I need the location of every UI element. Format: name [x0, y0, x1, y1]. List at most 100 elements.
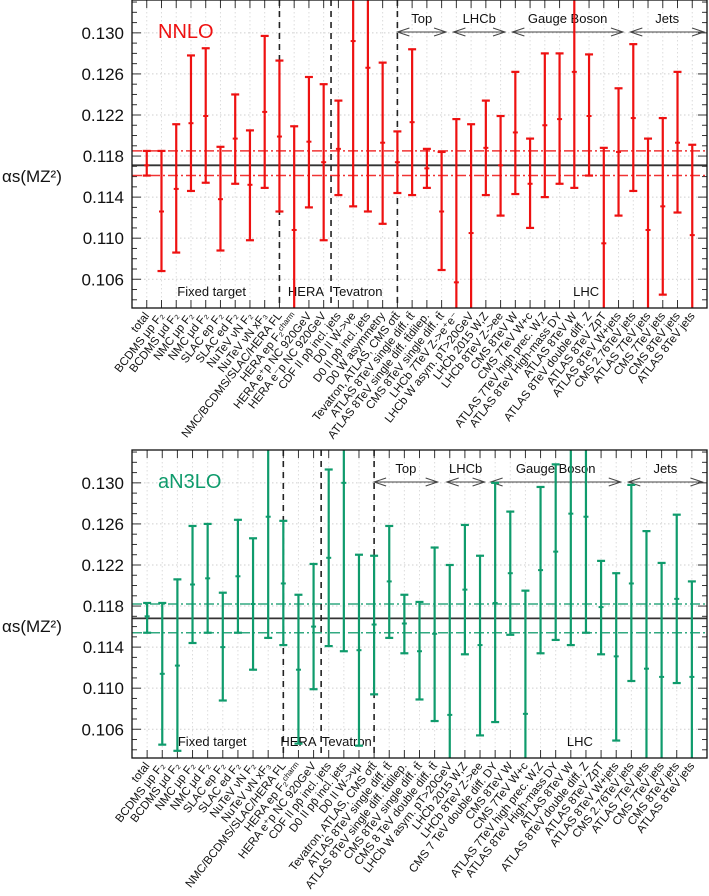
- y-tick-label: 0.130: [81, 24, 124, 43]
- error-bar: [218, 591, 227, 702]
- range-arrow-heads: [489, 477, 623, 487]
- error-bar: [657, 561, 666, 758]
- nnlo-panel: 0.106 0.110 0.114 0.118 0.122 0.126 0.130 Top LH…: [2, 0, 708, 441]
- error-bar: [294, 593, 303, 745]
- sector-label: LHC: [567, 734, 593, 749]
- error-bar: [687, 580, 696, 758]
- error-bar: [521, 589, 530, 758]
- error-bar: [188, 524, 197, 645]
- range-label: Gauge Boson: [528, 11, 608, 26]
- y-tick-label: 0.126: [81, 515, 124, 534]
- error-bar: [491, 481, 500, 724]
- error-bar: [540, 52, 549, 199]
- error-bar: [339, 450, 348, 653]
- error-bar: [385, 524, 394, 639]
- sector-label: Tevatron: [322, 734, 372, 749]
- error-bar: [476, 554, 485, 737]
- panel-title: aN3LO: [158, 471, 221, 493]
- y-tick-label: 0.122: [81, 106, 124, 125]
- y-tick-label: 0.114: [83, 188, 124, 207]
- plot-frame: [131, 449, 708, 759]
- error-bar: [566, 450, 575, 647]
- error-bar: [612, 572, 621, 742]
- error-bar: [642, 530, 651, 758]
- range-label: Top: [411, 11, 432, 26]
- error-bar: [511, 70, 520, 196]
- error-bar: [354, 553, 363, 747]
- error-bar: [422, 147, 431, 189]
- plot-frame: [131, 0, 708, 309]
- error-bar: [673, 70, 682, 214]
- y-tick-label: 0.114: [83, 638, 124, 657]
- error-bar: [319, 83, 328, 242]
- error-bar: [481, 99, 490, 197]
- error-bar: [233, 518, 242, 634]
- error-bar: [614, 87, 623, 217]
- range-arrow-heads: [628, 27, 706, 37]
- error-bar: [370, 554, 379, 696]
- an3lo-panel: 0.106 0.110 0.114 0.118 0.122 0.126 0.130 Top LH…: [2, 449, 708, 891]
- error-bar: [378, 61, 387, 225]
- range-arrow-heads: [445, 477, 487, 487]
- error-bar: [143, 601, 152, 634]
- error-bar: [408, 48, 417, 197]
- error-bar: [249, 537, 258, 671]
- y-tick-label: 0.118: [83, 147, 124, 166]
- error-bar: [627, 483, 636, 683]
- error-bar: [334, 99, 343, 197]
- error-bar: [231, 93, 240, 185]
- y-tick-label: 0.130: [81, 474, 124, 493]
- error-bar: [629, 43, 638, 193]
- y-tick-label: 0.110: [83, 679, 124, 698]
- error-bar: [555, 52, 564, 185]
- error-bar: [172, 123, 181, 254]
- error-bar: [506, 510, 515, 636]
- panel-title: NNLO: [158, 21, 214, 43]
- y-tick-label: 0.126: [81, 65, 124, 84]
- range-arrow-heads: [626, 477, 705, 487]
- error-bar: [496, 114, 505, 217]
- error-bar: [216, 145, 225, 252]
- error-bar: [158, 601, 167, 746]
- error-bar: [324, 468, 333, 648]
- error-bar: [570, 0, 579, 189]
- range-arrow-heads: [372, 477, 440, 487]
- error-bar: [688, 143, 697, 308]
- error-bar: [363, 0, 372, 213]
- y-tick-label: 0.106: [81, 270, 124, 289]
- range-arrow-heads: [510, 27, 625, 37]
- error-bar: [581, 450, 590, 634]
- error-bar: [585, 53, 594, 177]
- error-bar: [415, 600, 424, 701]
- error-bar: [536, 485, 545, 655]
- error-bar: [658, 116, 667, 296]
- error-bar: [599, 146, 608, 308]
- error-bar: [597, 559, 606, 656]
- error-bar: [437, 150, 446, 272]
- y-tick-label: 0.118: [83, 597, 124, 616]
- y-tick-label: 0.110: [83, 229, 124, 248]
- error-bar: [201, 47, 210, 184]
- error-bar: [430, 546, 439, 723]
- y-axis-label: αs(MZ²): [2, 167, 62, 186]
- error-bar: [290, 125, 299, 308]
- range-label: Jets: [653, 461, 677, 476]
- error-bar: [393, 130, 402, 195]
- y-tick-label: 0.106: [81, 720, 124, 739]
- sector-label: HERA: [288, 284, 324, 299]
- y-axis-label: αs(MZ²): [2, 617, 62, 636]
- error-bar: [309, 562, 318, 691]
- error-bar: [672, 513, 681, 685]
- error-bar: [260, 34, 269, 189]
- error-bar: [467, 123, 476, 308]
- error-bar: [445, 563, 454, 758]
- error-bar: [400, 593, 409, 655]
- error-bar: [551, 463, 560, 642]
- error-bar: [644, 137, 653, 308]
- error-bar: [279, 519, 288, 647]
- sector-label: Tevatron: [333, 284, 383, 299]
- error-bar: [452, 117, 461, 308]
- error-bar: [349, 0, 358, 208]
- range-label: Top: [395, 461, 416, 476]
